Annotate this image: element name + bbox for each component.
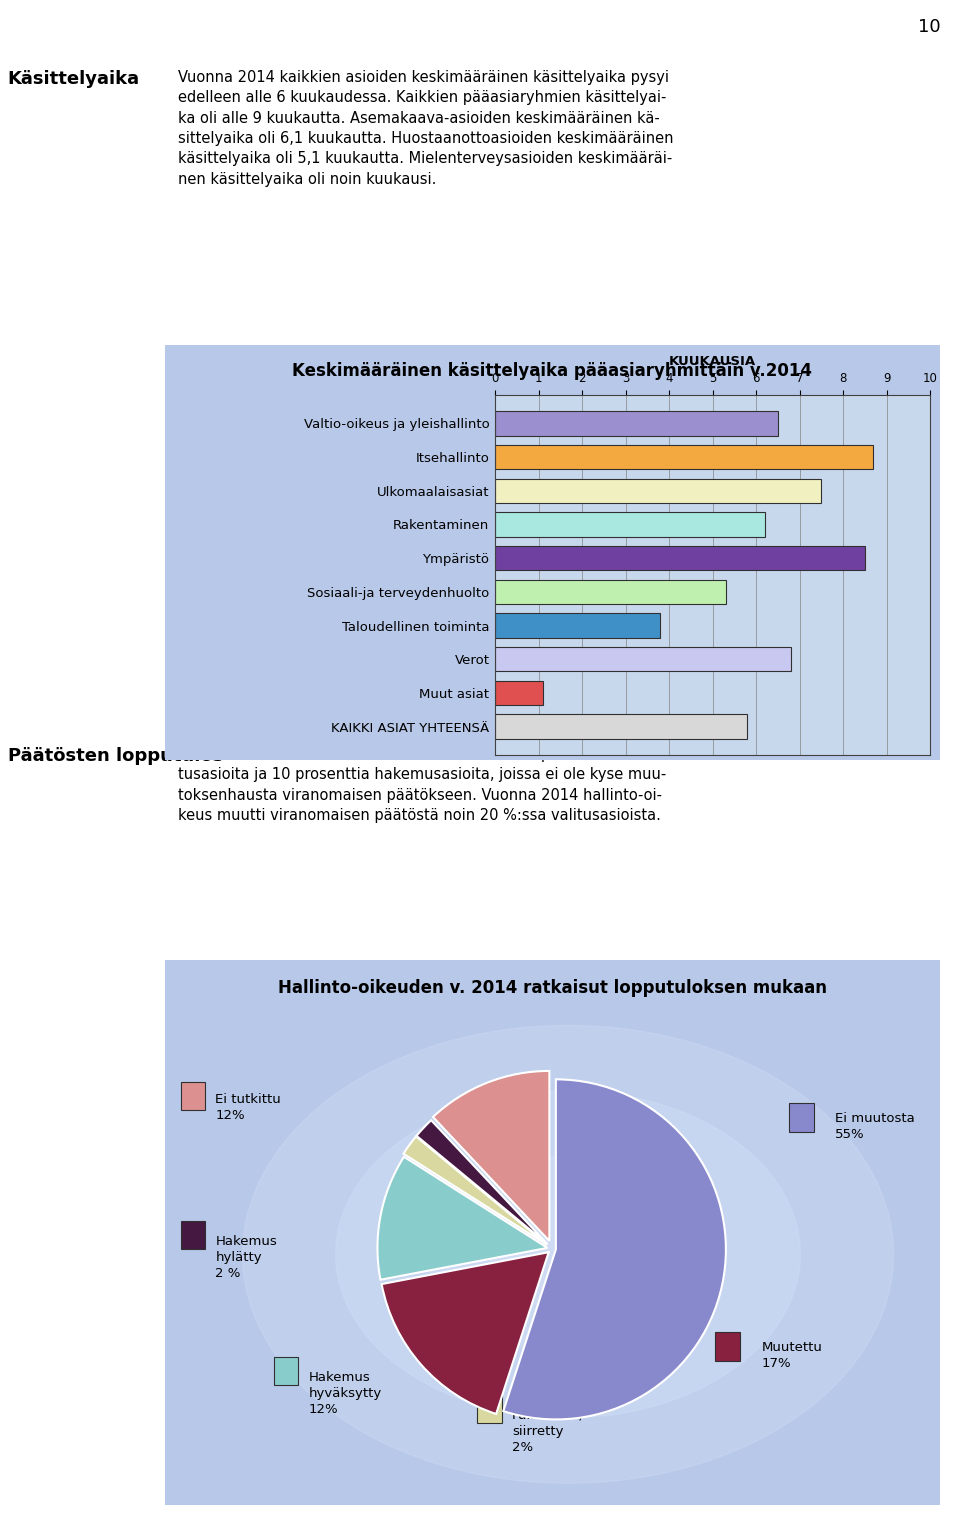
Bar bbox=[495, 546, 865, 571]
Bar bbox=[495, 411, 778, 436]
FancyBboxPatch shape bbox=[180, 1081, 205, 1110]
FancyBboxPatch shape bbox=[154, 343, 951, 764]
Text: Vuonna 2014 kaikkien asioiden keskimääräinen käsittelyaika pysyi
edelleen alle 6: Vuonna 2014 kaikkien asioiden keskimäärä… bbox=[178, 70, 673, 187]
Bar bbox=[495, 647, 791, 671]
Text: Ei muutosta
55%: Ei muutosta 55% bbox=[835, 1111, 915, 1140]
FancyBboxPatch shape bbox=[789, 1104, 814, 1132]
Bar bbox=[495, 478, 821, 502]
Text: Hakemus
hyväksytty
12%: Hakemus hyväksytty 12% bbox=[308, 1371, 382, 1416]
Bar bbox=[495, 680, 542, 704]
FancyBboxPatch shape bbox=[477, 1395, 502, 1424]
Bar bbox=[495, 613, 660, 638]
Text: Hallinto-oikeuden v. 2014 ratkaisut lopputuloksen mukaan: Hallinto-oikeuden v. 2014 ratkaisut lopp… bbox=[278, 979, 827, 997]
Circle shape bbox=[428, 1157, 708, 1353]
Text: 10: 10 bbox=[918, 18, 941, 36]
FancyBboxPatch shape bbox=[180, 1220, 205, 1249]
Wedge shape bbox=[417, 1120, 547, 1245]
FancyBboxPatch shape bbox=[715, 1333, 740, 1360]
Bar bbox=[495, 715, 747, 739]
Wedge shape bbox=[403, 1137, 547, 1245]
Text: Muutettu
17%: Muutettu 17% bbox=[761, 1340, 823, 1369]
Wedge shape bbox=[377, 1157, 547, 1280]
X-axis label: KUUKAUSIA: KUUKAUSIA bbox=[669, 355, 756, 369]
Text: Palautettu/
siirretty
2%: Palautettu/ siirretty 2% bbox=[513, 1409, 585, 1454]
Text: Päätösten lopputulos: Päätösten lopputulos bbox=[8, 747, 223, 765]
Text: Hakemus
hylätty
2 %: Hakemus hylätty 2 % bbox=[215, 1234, 277, 1280]
Text: Ei tutkittu
12%: Ei tutkittu 12% bbox=[215, 1093, 281, 1122]
FancyBboxPatch shape bbox=[274, 1357, 299, 1384]
FancyBboxPatch shape bbox=[154, 958, 951, 1510]
Bar bbox=[495, 445, 874, 469]
Circle shape bbox=[491, 1199, 645, 1309]
Bar bbox=[495, 580, 726, 604]
Text: Hallinto-oikeuden käsittelemistä asioista noin 90 prosenttia on vali-
tusasioita: Hallinto-oikeuden käsittelemistä asioist… bbox=[178, 747, 674, 823]
Wedge shape bbox=[433, 1070, 549, 1240]
Circle shape bbox=[243, 1025, 894, 1483]
Text: Käsittelyaika: Käsittelyaika bbox=[8, 70, 140, 88]
Wedge shape bbox=[382, 1252, 549, 1413]
Circle shape bbox=[335, 1091, 801, 1418]
Bar bbox=[495, 513, 765, 537]
Text: Keskimääräinen käsittelyaika pääasiaryhmittäin v.2014: Keskimääräinen käsittelyaika pääasiaryhm… bbox=[293, 361, 812, 380]
Wedge shape bbox=[503, 1079, 726, 1419]
